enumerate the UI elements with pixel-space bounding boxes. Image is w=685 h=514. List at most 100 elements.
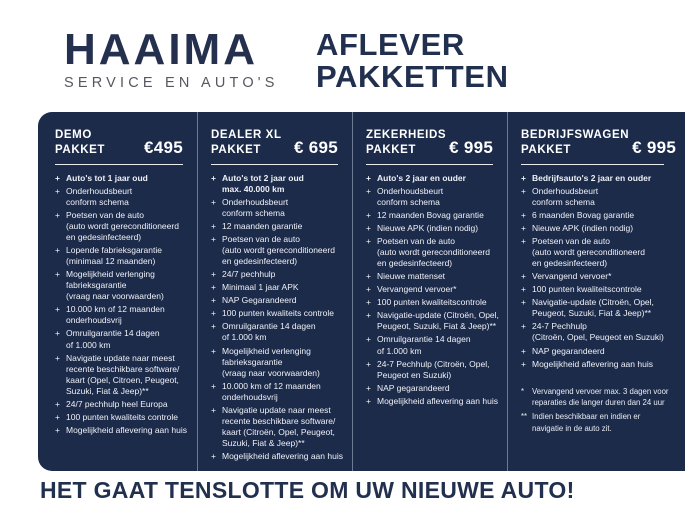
package-item-text: Poetsen van de auto (auto wordt gerecond… bbox=[377, 236, 490, 269]
package-item: + Auto's 2 jaar en ouder bbox=[366, 173, 502, 184]
plus-marker: + bbox=[521, 358, 526, 369]
plus-marker: + bbox=[55, 398, 60, 409]
footnotes: * Vervangend vervoer max. 3 dagen voor re… bbox=[521, 386, 673, 434]
package-item: +10.000 km of 12 maanden onderhoudsvrij bbox=[211, 381, 347, 403]
package-item-text: 100 punten kwaliteits controle bbox=[222, 308, 334, 319]
package-item-text: 24/7 pechhulp heel Europa bbox=[66, 398, 168, 409]
plus-marker: + bbox=[521, 210, 526, 221]
package-item: +6 maanden Bovag garantie bbox=[521, 210, 673, 221]
package-items: + Auto's tot 2 jaar oud max. 40.000 km + On… bbox=[211, 173, 347, 462]
package-item-text: 100 punten kwaliteitscontrole bbox=[532, 284, 642, 295]
package-item-text: Auto's 2 jaar en ouder bbox=[377, 172, 466, 183]
plus-marker: + bbox=[55, 328, 60, 339]
package-item-text: Mogelijkheid aflevering aan huis bbox=[532, 358, 653, 369]
package-item-text: Mogelijkheid verlenging fabrieksgarantie… bbox=[222, 345, 320, 378]
package-item: + Mogelijkheid aflevering aan huis bbox=[211, 451, 347, 462]
package-item: +24/7 pechhulp bbox=[211, 269, 347, 280]
package-item-text: 10.000 km of 12 maanden onderhoudsvrij bbox=[222, 380, 321, 402]
package-item: + Onderhoudsbeurt conform schema bbox=[521, 186, 673, 208]
package-header: DEMO PAKKET €495 bbox=[55, 128, 183, 165]
package-item: + Omruilgarantie 14 dagen of 1.000 km bbox=[55, 328, 192, 350]
package-item-text: NAP gegarandeerd bbox=[532, 345, 605, 356]
package-item: +12 maanden garantie bbox=[211, 221, 347, 232]
plus-marker: + bbox=[521, 284, 526, 295]
package-item-text: Nieuwe APK (indien nodig) bbox=[377, 223, 479, 234]
package-item: + Minimaal 1 jaar APK bbox=[211, 282, 347, 293]
package-price: € 995 bbox=[449, 137, 494, 157]
package-item: + Omruilgarantie 14 dagen of 1.000 km bbox=[211, 321, 347, 343]
plus-marker: + bbox=[211, 282, 216, 293]
package-item: + Onderhoudsbeurt conform schema bbox=[366, 186, 502, 208]
plus-marker: + bbox=[521, 321, 526, 332]
package-item: +24/7 pechhulp heel Europa bbox=[55, 399, 192, 410]
package-header: DEALER XL PAKKET € 695 bbox=[211, 128, 338, 165]
package-item-text: Poetsen van de auto (auto wordt gerecond… bbox=[532, 236, 645, 269]
package-item: +100 punten kwaliteitscontrole bbox=[366, 297, 502, 308]
package-item-text: Poetsen van de auto (auto wordt gerecond… bbox=[66, 210, 179, 243]
plus-marker: + bbox=[521, 345, 526, 356]
plus-marker: + bbox=[366, 284, 371, 295]
plus-marker: + bbox=[211, 295, 216, 306]
plus-marker: + bbox=[366, 172, 371, 183]
package-item-text: Bedrijfsauto's 2 jaar en ouder bbox=[532, 172, 652, 183]
logo-subtitle: SERVICE EN AUTO'S bbox=[64, 75, 279, 91]
package-header: ZEKERHEIDS PAKKET € 995 bbox=[366, 128, 493, 165]
package-item-text: Omruilgarantie 14 dagen of 1.000 km bbox=[222, 321, 316, 343]
package-item-text: Mogelijkheid aflevering aan huis bbox=[66, 424, 187, 435]
footer-tagline: HET GAAT TENSLOTTE OM UW NIEUWE AUTO! bbox=[40, 477, 575, 503]
package-item: +24-7 Pechhulp (Citroën, Opel, Peugeot e… bbox=[366, 359, 502, 381]
package-name: DEALER XL PAKKET bbox=[211, 129, 282, 156]
package-item-text: Mogelijkheid aflevering aan huis bbox=[222, 450, 343, 461]
package-item-text: Navigatie update naar meest recente besc… bbox=[222, 404, 336, 448]
plus-marker: + bbox=[211, 450, 216, 461]
package-item-text: Nieuwe mattenset bbox=[377, 271, 446, 282]
plus-marker: + bbox=[55, 352, 60, 363]
package-item-text: Vervangend vervoer* bbox=[532, 271, 612, 282]
plus-marker: + bbox=[366, 271, 371, 282]
logo-wordmark: HAAIMA bbox=[64, 25, 258, 74]
package-item-text: Mogelijkheid aflevering aan huis bbox=[377, 395, 498, 406]
package-item: + NAP Gegarandeerd bbox=[211, 295, 347, 306]
plus-marker: + bbox=[55, 185, 60, 196]
package-price: € 995 bbox=[632, 137, 677, 157]
package-item: + Navigatie-update (Citroën, Opel, Peugeo… bbox=[366, 310, 502, 332]
package-item: +24-7 Pechhulp (Citroën, Opel, Peugeot e… bbox=[521, 321, 673, 343]
package-items: + Auto's tot 1 jaar oud + Onderhoudsbeurt c… bbox=[55, 173, 192, 436]
package-item: + Nieuwe APK (indien nodig) bbox=[366, 223, 502, 234]
package-item-text: 100 punten kwaliteits controle bbox=[66, 411, 178, 422]
plus-marker: + bbox=[211, 196, 216, 207]
package-item: + Poetsen van de auto (auto wordt gerecon… bbox=[521, 236, 673, 269]
plus-marker: + bbox=[211, 380, 216, 391]
package-item: + Auto's tot 1 jaar oud bbox=[55, 173, 192, 184]
package-column-dealer-xl: DEALER XL PAKKET € 695 + Auto's tot 2 jaa… bbox=[197, 112, 352, 471]
package-item: + Navigatie update naar meest recente bes… bbox=[211, 405, 347, 449]
package-item-text: Omruilgarantie 14 dagen of 1.000 km bbox=[377, 334, 471, 356]
package-item-text: Onderhoudsbeurt conform schema bbox=[222, 196, 289, 219]
package-item: +100 punten kwaliteits controle bbox=[55, 412, 192, 423]
package-item-text: Onderhoudsbeurt conform schema bbox=[66, 185, 133, 207]
package-item: + Nieuwe APK (indien nodig) bbox=[521, 223, 673, 234]
plus-marker: + bbox=[366, 310, 371, 321]
plus-marker: + bbox=[211, 345, 216, 356]
plus-marker: + bbox=[211, 172, 216, 183]
package-name: BEDRIJFSWAGEN PAKKET bbox=[521, 129, 630, 156]
footnote-text: Indien beschikbaar en indien er navigati… bbox=[532, 412, 641, 433]
package-name: DEMO PAKKET bbox=[55, 129, 106, 156]
plus-marker: + bbox=[366, 236, 371, 247]
plus-marker: + bbox=[366, 334, 371, 345]
package-item: + NAP gegarandeerd bbox=[521, 346, 673, 357]
package-item: +12 maanden Bovag garantie bbox=[366, 210, 502, 221]
packages-panel: DEMO PAKKET €495 + Auto's tot 1 jaar oud +… bbox=[38, 112, 685, 471]
package-item-text: Auto's tot 1 jaar oud bbox=[66, 172, 148, 183]
package-item-text: Navigatie-update (Citroën, Opel, Peugeot… bbox=[377, 310, 499, 332]
package-item-text: Vervangend vervoer* bbox=[377, 284, 457, 295]
plus-marker: + bbox=[211, 234, 216, 245]
package-item-text: Onderhoudsbeurt conform schema bbox=[532, 185, 599, 207]
package-item: +100 punten kwaliteitscontrole bbox=[521, 284, 673, 295]
package-item: + Poetsen van de auto (auto wordt gerecon… bbox=[55, 210, 192, 243]
package-item: + Mogelijkheid verlenging fabrieksgaranti… bbox=[211, 346, 347, 379]
package-item-text: NAP Gegarandeerd bbox=[222, 295, 297, 306]
asterisk-marker: ** bbox=[521, 412, 528, 422]
company-logo: HAAIMA SERVICE EN AUTO'S bbox=[64, 25, 296, 92]
package-item-text: 12 maanden Bovag garantie bbox=[377, 210, 484, 221]
